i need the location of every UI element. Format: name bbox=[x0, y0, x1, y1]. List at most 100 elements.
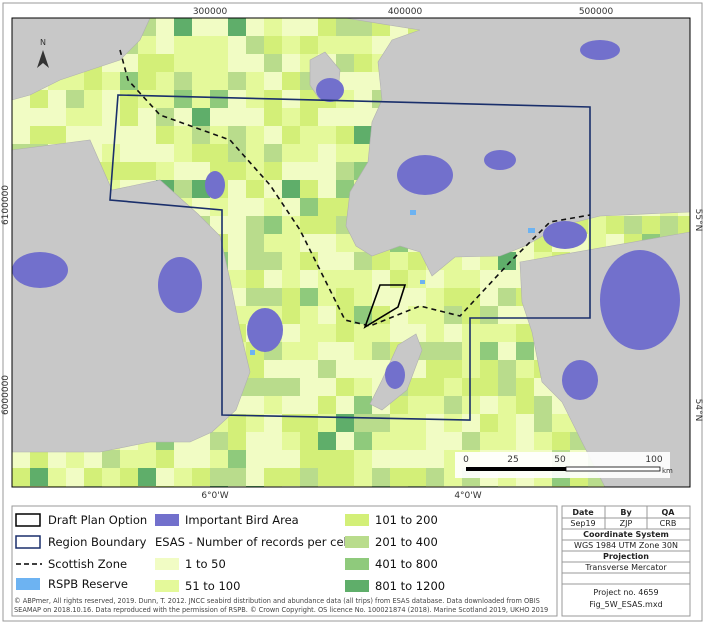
legend-label: Important Bird Area bbox=[185, 513, 299, 527]
cell bbox=[516, 378, 534, 396]
cell bbox=[336, 486, 354, 487]
cell bbox=[408, 252, 426, 270]
cell bbox=[174, 450, 192, 468]
cell bbox=[282, 342, 300, 360]
cell bbox=[228, 108, 246, 126]
cell bbox=[318, 144, 336, 162]
scale-label: 25 bbox=[507, 455, 518, 465]
cell bbox=[516, 360, 534, 378]
cell bbox=[408, 396, 426, 414]
cell bbox=[426, 468, 444, 486]
rspb-reserves bbox=[250, 210, 535, 355]
cell bbox=[336, 54, 354, 72]
cell bbox=[318, 342, 336, 360]
cell bbox=[264, 468, 282, 486]
cell bbox=[264, 72, 282, 90]
cell bbox=[300, 306, 318, 324]
cell bbox=[444, 324, 462, 342]
scale-bar: 0 25 50 100 km bbox=[455, 452, 673, 478]
cell bbox=[318, 234, 336, 252]
cell bbox=[246, 72, 264, 90]
cell bbox=[102, 144, 120, 162]
cell bbox=[372, 270, 390, 288]
cell bbox=[462, 414, 480, 432]
cell bbox=[570, 486, 588, 487]
cell bbox=[300, 270, 318, 288]
cell bbox=[174, 144, 192, 162]
cell bbox=[318, 396, 336, 414]
cell bbox=[480, 306, 498, 324]
cell bbox=[390, 252, 408, 270]
cell bbox=[318, 324, 336, 342]
cell bbox=[354, 90, 372, 108]
cell bbox=[120, 486, 138, 487]
cell bbox=[246, 54, 264, 72]
cell bbox=[246, 144, 264, 162]
cell bbox=[300, 396, 318, 414]
cell bbox=[228, 414, 246, 432]
cell bbox=[210, 216, 228, 234]
cell bbox=[300, 126, 318, 144]
cell bbox=[426, 486, 444, 487]
cell bbox=[138, 162, 156, 180]
cell bbox=[282, 72, 300, 90]
cell bbox=[138, 126, 156, 144]
cell bbox=[372, 432, 390, 450]
cell bbox=[462, 270, 480, 288]
cell bbox=[138, 468, 156, 486]
cell bbox=[264, 162, 282, 180]
cell bbox=[246, 216, 264, 234]
cell bbox=[318, 378, 336, 396]
info-header: Date bbox=[572, 508, 594, 517]
cell bbox=[282, 270, 300, 288]
cell bbox=[300, 486, 318, 487]
cell bbox=[264, 234, 282, 252]
cell bbox=[336, 18, 354, 36]
info-value: WGS 1984 UTM Zone 30N bbox=[574, 541, 678, 550]
cell bbox=[318, 360, 336, 378]
cell bbox=[660, 216, 678, 234]
cell bbox=[426, 378, 444, 396]
cell bbox=[282, 54, 300, 72]
cell bbox=[354, 432, 372, 450]
cell bbox=[336, 288, 354, 306]
cell bbox=[102, 450, 120, 468]
cell bbox=[552, 486, 570, 487]
cell bbox=[192, 90, 210, 108]
cell bbox=[84, 468, 102, 486]
cell bbox=[138, 72, 156, 90]
cell bbox=[138, 90, 156, 108]
cell bbox=[426, 342, 444, 360]
cell bbox=[12, 108, 30, 126]
cell bbox=[480, 270, 498, 288]
cell bbox=[156, 450, 174, 468]
cell bbox=[516, 486, 534, 487]
cell bbox=[48, 468, 66, 486]
cell bbox=[300, 468, 318, 486]
cell bbox=[426, 324, 444, 342]
cell bbox=[120, 450, 138, 468]
cell bbox=[336, 450, 354, 468]
cell bbox=[264, 54, 282, 72]
cell bbox=[282, 306, 300, 324]
cell bbox=[210, 126, 228, 144]
cell bbox=[390, 432, 408, 450]
cell bbox=[228, 72, 246, 90]
cell bbox=[66, 126, 84, 144]
cell bbox=[138, 108, 156, 126]
cell bbox=[156, 72, 174, 90]
y-tick-right: 55°N bbox=[693, 209, 703, 232]
cell bbox=[336, 468, 354, 486]
legend-label: Draft Plan Option bbox=[48, 513, 147, 527]
cell bbox=[498, 486, 516, 487]
cell bbox=[174, 468, 192, 486]
cell bbox=[444, 378, 462, 396]
cell bbox=[336, 162, 354, 180]
cell bbox=[354, 378, 372, 396]
cell bbox=[282, 162, 300, 180]
cell bbox=[426, 414, 444, 432]
cell bbox=[48, 126, 66, 144]
cell bbox=[480, 414, 498, 432]
cell bbox=[174, 180, 192, 198]
cell bbox=[318, 180, 336, 198]
